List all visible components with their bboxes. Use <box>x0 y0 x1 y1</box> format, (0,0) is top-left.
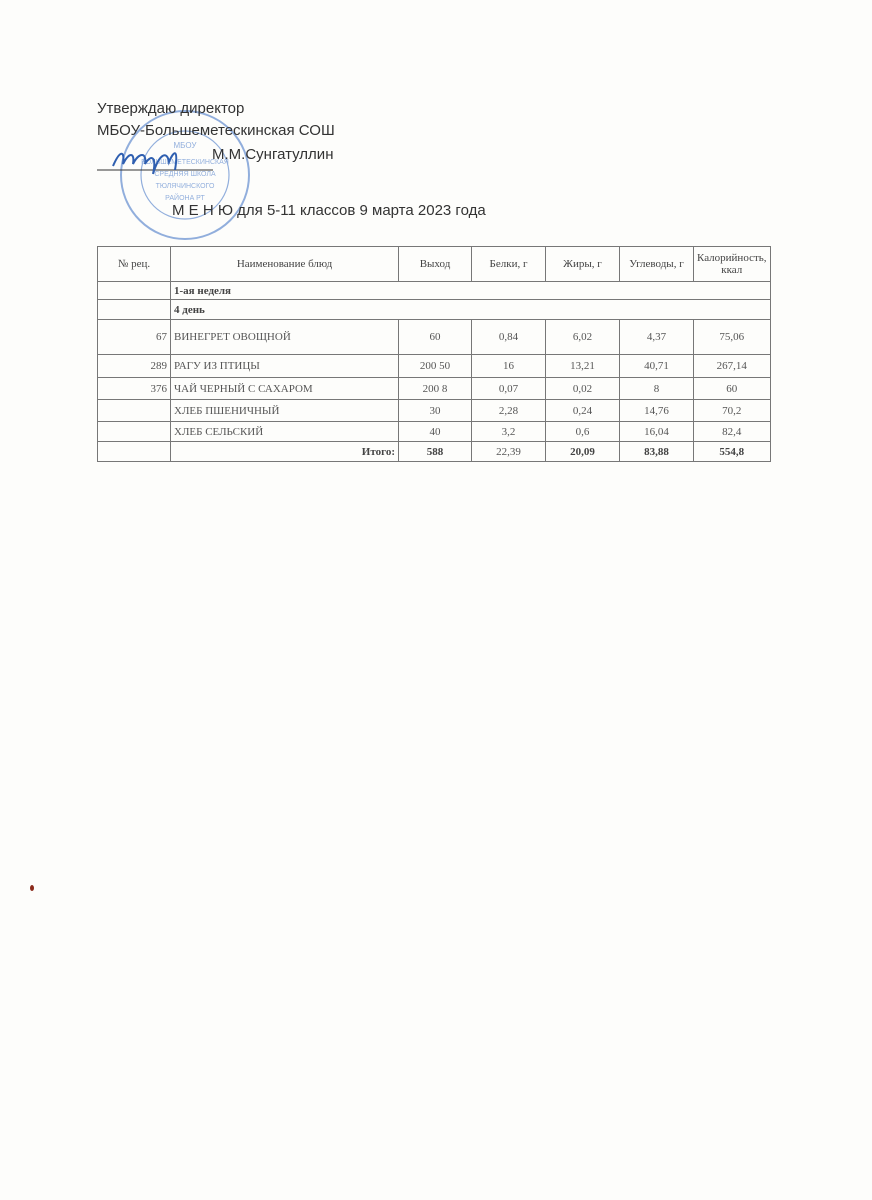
table-row: ХЛЕБ ПШЕНИЧНЫЙ 30 2,28 0,24 14,76 70,2 <box>97 399 771 422</box>
carbs: 14,76 <box>619 399 694 422</box>
table-row: 289 РАГУ ИЗ ПТИЦЫ 200 50 16 13,21 40,71 267,14 <box>97 354 771 378</box>
fat: 0,02 <box>545 377 620 400</box>
recipe-number: 376 <box>97 377 171 400</box>
calories: 75,06 <box>693 319 771 355</box>
svg-text:БОЛЬШЕМЕТЕСКИНСКАЯ: БОЛЬШЕМЕТЕСКИНСКАЯ <box>141 159 229 166</box>
col-calories: Калорийность, ккал <box>693 246 771 282</box>
col-protein: Белки, г <box>471 246 546 282</box>
menu-title: М Е Н Ю для 5-11 классов 9 марта 2023 го… <box>172 202 486 219</box>
day-row: 4 день <box>97 299 771 320</box>
official-stamp: МБОУ БОЛЬШЕМЕТЕСКИНСКАЯ СРЕДНЯЯ ШКОЛА ТЮ… <box>120 110 250 240</box>
col-recipe: № рец. <box>97 246 171 282</box>
col-fat: Жиры, г <box>545 246 620 282</box>
dish-name: ХЛЕБ ПШЕНИЧНЫЙ <box>170 399 399 422</box>
carbs: 4,37 <box>619 319 694 355</box>
table-row: ХЛЕБ СЕЛЬСКИЙ 40 3,2 0,6 16,04 82,4 <box>97 421 771 442</box>
total-label: Итого: <box>170 441 399 462</box>
output: 30 <box>398 399 472 422</box>
fat: 13,21 <box>545 354 620 378</box>
calories: 60 <box>693 377 771 400</box>
total-calories: 554,8 <box>693 441 771 462</box>
scan-speck <box>30 885 34 891</box>
svg-text:ТЮЛЯЧИНСКОГО: ТЮЛЯЧИНСКОГО <box>156 183 215 190</box>
dish-name: ВИНЕГРЕТ ОВОЩНОЙ <box>170 319 399 355</box>
total-protein: 22,39 <box>471 441 546 462</box>
fat: 0,6 <box>545 421 620 442</box>
table-header-row: № рец. Наименование блюд Выход Белки, г … <box>97 246 771 282</box>
school-name: МБОУ-Большеметескинская СОШ <box>97 122 335 139</box>
total-carbs: 83,88 <box>619 441 694 462</box>
protein: 2,28 <box>471 399 546 422</box>
col-dish: Наименование блюд <box>170 246 399 282</box>
fat: 6,02 <box>545 319 620 355</box>
recipe-number: 67 <box>97 319 171 355</box>
output: 200 50 <box>398 354 472 378</box>
protein: 3,2 <box>471 421 546 442</box>
col-carbs: Углеводы, г <box>619 246 694 282</box>
protein: 0,07 <box>471 377 546 400</box>
menu-table: № рец. Наименование блюд Выход Белки, г … <box>97 246 771 462</box>
protein: 0,84 <box>471 319 546 355</box>
output: 40 <box>398 421 472 442</box>
week-label: 1-ая неделя <box>170 281 771 300</box>
fat: 0,24 <box>545 399 620 422</box>
col-output: Выход <box>398 246 472 282</box>
table-row: 67 ВИНЕГРЕТ ОВОЩНОЙ 60 0,84 6,02 4,37 75,06 <box>97 319 771 355</box>
total-row: Итого: 588 22,39 20,09 83,88 554,8 <box>97 441 771 462</box>
carbs: 40,71 <box>619 354 694 378</box>
day-label: 4 день <box>170 299 771 320</box>
svg-text:СРЕДНЯЯ ШКОЛА: СРЕДНЯЯ ШКОЛА <box>154 171 216 178</box>
week-row: 1-ая неделя <box>97 281 771 300</box>
carbs: 16,04 <box>619 421 694 442</box>
calories: 70,2 <box>693 399 771 422</box>
table-row: 376 ЧАЙ ЧЕРНЫЙ С САХАРОМ 200 8 0,07 0,02 8 60 <box>97 377 771 400</box>
approval-line: Утверждаю директор <box>97 100 245 117</box>
director-signature <box>97 152 213 175</box>
recipe-number: 289 <box>97 354 171 378</box>
total-output: 588 <box>398 441 472 462</box>
svg-text:РАЙОНА РТ: РАЙОНА РТ <box>165 193 205 202</box>
dish-name: ХЛЕБ СЕЛЬСКИЙ <box>170 421 399 442</box>
dish-name: ЧАЙ ЧЕРНЫЙ С САХАРОМ <box>170 377 399 400</box>
output: 60 <box>398 319 472 355</box>
protein: 16 <box>471 354 546 378</box>
recipe-number <box>97 421 171 442</box>
dish-name: РАГУ ИЗ ПТИЦЫ <box>170 354 399 378</box>
calories: 82,4 <box>693 421 771 442</box>
recipe-number <box>97 399 171 422</box>
total-fat: 20,09 <box>545 441 620 462</box>
svg-text:МБОУ: МБОУ <box>174 141 198 150</box>
carbs: 8 <box>619 377 694 400</box>
calories: 267,14 <box>693 354 771 378</box>
output: 200 8 <box>398 377 472 400</box>
director-name: М.М.Сунгатуллин <box>212 146 334 163</box>
